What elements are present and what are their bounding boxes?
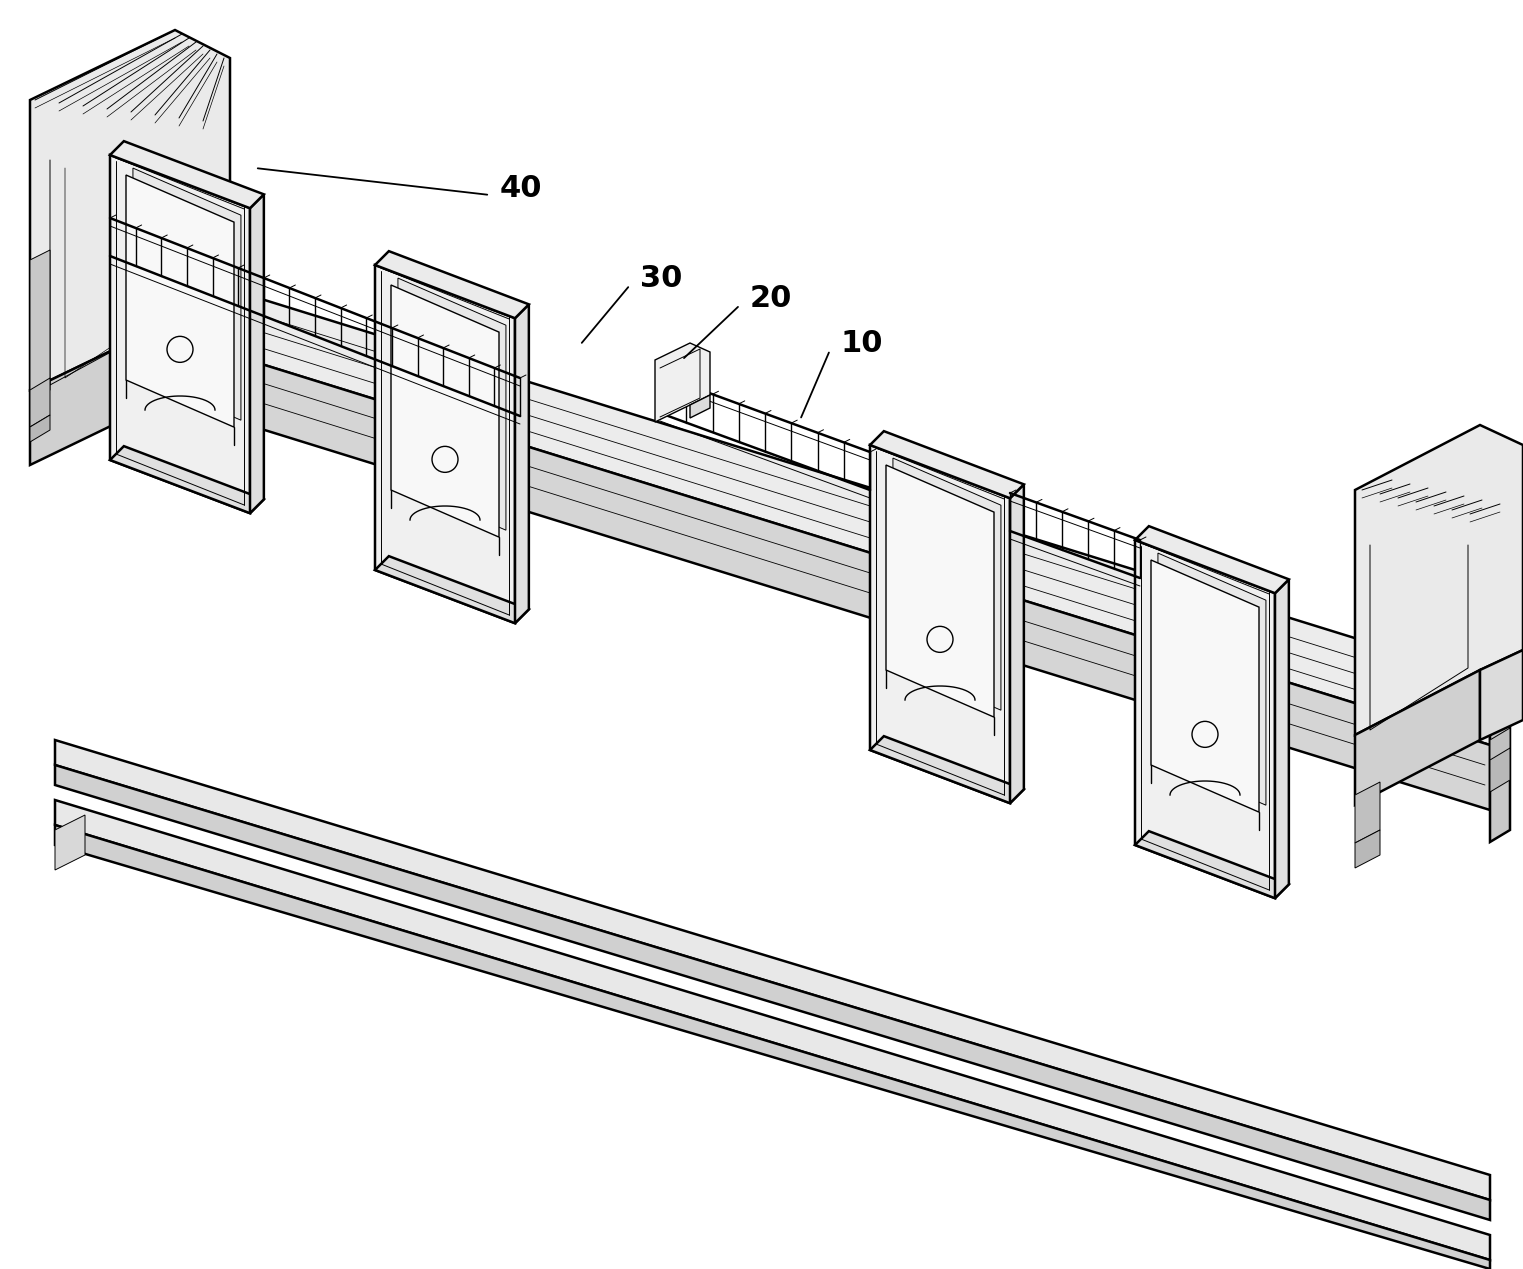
Polygon shape [30, 378, 50, 426]
Text: 20: 20 [749, 283, 792, 312]
Polygon shape [1135, 541, 1275, 898]
Polygon shape [375, 556, 528, 623]
Polygon shape [55, 220, 81, 395]
Polygon shape [1010, 485, 1023, 803]
Polygon shape [55, 235, 1489, 745]
Polygon shape [110, 141, 263, 208]
Polygon shape [1355, 782, 1380, 843]
Text: 40: 40 [500, 174, 542, 203]
Polygon shape [870, 445, 1010, 803]
Polygon shape [1355, 425, 1523, 735]
Polygon shape [55, 815, 85, 871]
Polygon shape [110, 447, 263, 513]
Polygon shape [375, 265, 515, 623]
Polygon shape [175, 291, 230, 390]
Polygon shape [892, 458, 1001, 711]
Polygon shape [690, 395, 710, 418]
Polygon shape [55, 299, 1489, 810]
Polygon shape [870, 736, 1023, 803]
Polygon shape [1135, 527, 1288, 593]
Polygon shape [55, 765, 1489, 1220]
Polygon shape [133, 168, 241, 420]
Polygon shape [515, 305, 528, 623]
Polygon shape [126, 175, 235, 428]
Polygon shape [1489, 667, 1509, 843]
Polygon shape [30, 250, 50, 400]
Polygon shape [1355, 830, 1380, 868]
Polygon shape [1355, 670, 1480, 805]
Polygon shape [55, 825, 1489, 1269]
Polygon shape [1275, 580, 1288, 898]
Polygon shape [1480, 650, 1523, 740]
Polygon shape [110, 155, 250, 513]
Polygon shape [55, 740, 1489, 1200]
Text: 30: 30 [640, 264, 682, 292]
Text: 10: 10 [841, 329, 882, 358]
Polygon shape [655, 343, 710, 423]
Polygon shape [1151, 560, 1260, 812]
Polygon shape [30, 320, 175, 464]
Polygon shape [55, 799, 1489, 1260]
Polygon shape [55, 379, 81, 400]
Polygon shape [870, 431, 1023, 499]
Polygon shape [391, 286, 500, 537]
Polygon shape [1489, 747, 1509, 792]
Polygon shape [1135, 831, 1288, 898]
Polygon shape [1489, 728, 1509, 772]
Polygon shape [250, 194, 263, 513]
Polygon shape [30, 30, 230, 390]
Polygon shape [886, 464, 995, 717]
Polygon shape [30, 415, 50, 442]
Polygon shape [398, 278, 506, 530]
Polygon shape [1157, 553, 1266, 806]
Polygon shape [375, 251, 528, 319]
